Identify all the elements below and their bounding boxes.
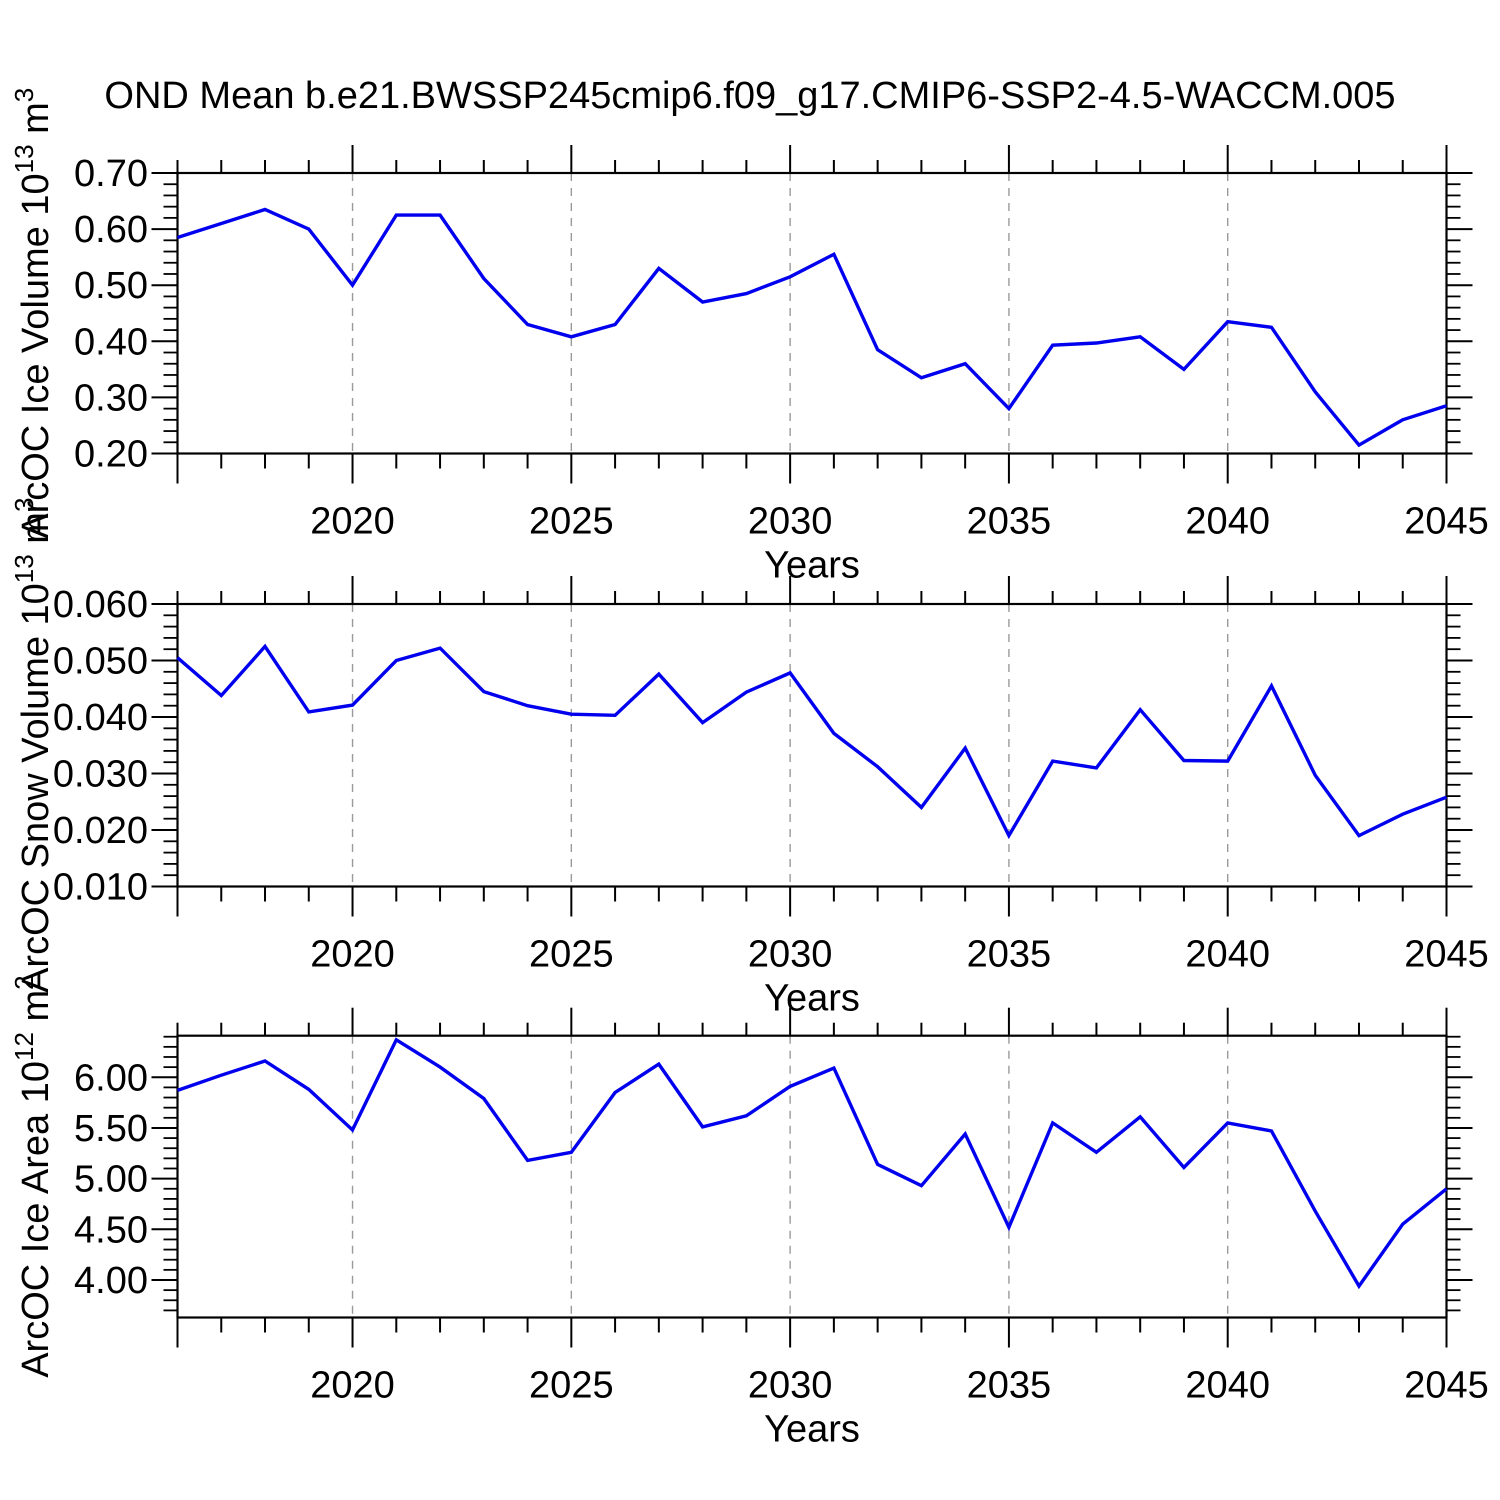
x-axis-title: Years [764,545,860,587]
plot-frame [176,1034,1448,1319]
y-axis-title: ArcOC Ice Area 1012 m2 [9,975,57,1377]
y-axis-title-text: ArcOC Ice Volume 10 [15,173,57,538]
y-tick-label: 0.030 [53,754,148,796]
y-tick-label: 0.20 [74,434,148,476]
chart-snow-volume: 0.010 0.020 0.030 0.040 0.050 0.060 2020 2025 20… [9,498,1489,1020]
y-axis-title-sup: 2 [9,975,39,989]
y-axis-title-text: ArcOC Ice Area 10 [15,1061,57,1378]
x-tick-label: 2035 [967,501,1052,543]
y-tick-label: 0.010 [53,867,148,909]
y-tick-label: 0.020 [53,810,148,852]
y-tick-label: 5.00 [74,1159,148,1201]
figure-title: OND Mean b.e21.BWSSP245cmip6.f09_g17.CMI… [104,75,1395,117]
series-line-ice-area [176,1037,1448,1290]
y-tick-label: 0.50 [74,265,148,307]
x-tick-label: 2030 [748,934,833,976]
x-tick-label: 2025 [529,1365,614,1407]
x-tick-label: 2035 [967,934,1052,976]
y-tick-label: 0.060 [53,584,148,626]
x-tick-label: 2025 [529,501,614,543]
x-tick-label: 2020 [310,1365,395,1407]
x-tick-label: 2045 [1404,501,1489,543]
y-axis-title-text: m [15,512,57,554]
y-axis-title-sup: 13 [9,144,39,173]
chart-ice-area: 4.00 4.50 5.00 5.50 6.00 2020 2025 2030 2035 2040… [9,975,1489,1450]
x-tick-label: 2030 [748,1365,833,1407]
y-axis-title-sup: 3 [9,498,39,512]
y-tick-label: 0.30 [74,377,148,419]
y-tick-label: 4.50 [74,1209,148,1251]
y-tick-label: 0.40 [74,321,148,363]
y-tick-label: 0.70 [74,153,148,195]
y-axis-title-sup: 12 [9,1032,39,1061]
y-axis-title-sup: 3 [9,88,39,102]
y-tick-label: 5.50 [74,1108,148,1150]
chart-ice-volume: 0.20 0.30 0.40 0.50 0.60 0.70 2020 2025 2030 2035… [9,88,1489,587]
x-tick-label: 2030 [748,501,833,543]
plot-frame [176,171,1448,455]
y-tick-label: 0.050 [53,641,148,683]
x-axis-title: Years [764,978,860,1020]
x-tick-label: 2045 [1404,1365,1489,1407]
x-tick-label: 2045 [1404,934,1489,976]
y-axis-title: ArcOC Ice Volume 1013 m3 [9,88,57,539]
x-tick-label: 2040 [1185,934,1270,976]
y-axis-title: ArcOC Snow Volume 1013 m3 [9,498,57,993]
y-tick-label: 6.00 [74,1057,148,1099]
x-tick-label: 2025 [529,934,614,976]
y-tick-label: 0.040 [53,697,148,739]
x-tick-label: 2020 [310,501,395,543]
x-tick-label: 2040 [1185,1365,1270,1407]
y-tick-label: 0.60 [74,209,148,251]
y-axis-title-text: m [15,102,57,144]
y-axis-title-text: ArcOC Snow Volume 10 [15,583,57,993]
x-tick-label: 2040 [1185,501,1270,543]
x-tick-label: 2020 [310,934,395,976]
series-line-ice-volume [176,207,1448,448]
series-line-snow-volume [176,643,1448,840]
x-tick-label: 2035 [967,1365,1052,1407]
y-tick-label: 4.00 [74,1260,148,1302]
charts-group: 0.20 0.30 0.40 0.50 0.60 0.70 2020 2025 2030 2035… [9,88,1489,1451]
plot-frame [176,602,1448,888]
x-axis-title: Years [764,1409,860,1451]
y-axis-title-text: m [15,990,57,1032]
y-axis-title-sup: 13 [9,554,39,583]
